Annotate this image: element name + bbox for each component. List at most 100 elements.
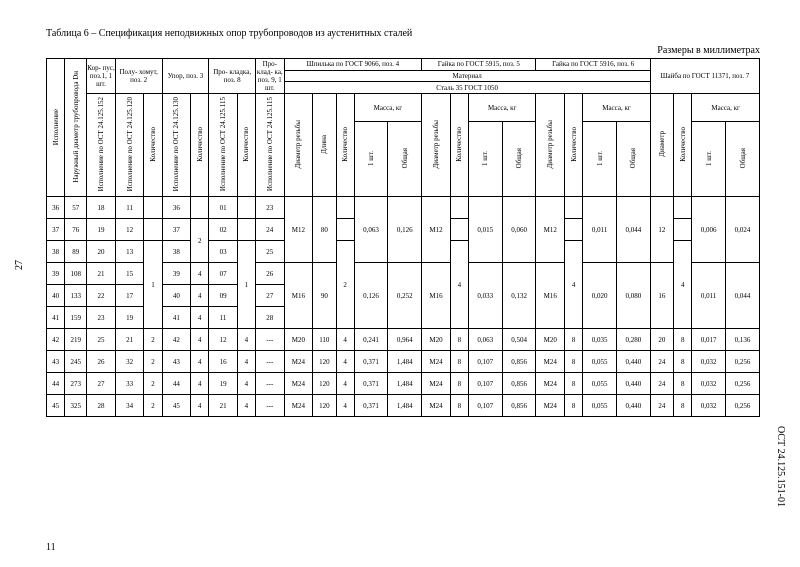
cell: 0,132 — [502, 263, 536, 329]
cell: 0,055 — [583, 373, 617, 395]
cell: M20 — [422, 329, 451, 351]
cell: M16 — [422, 263, 451, 329]
cell: 4 — [191, 263, 209, 285]
cell: 108 — [65, 263, 87, 285]
cell: 1 — [237, 241, 255, 329]
cell — [336, 197, 354, 219]
cell: 0,440 — [616, 395, 650, 417]
hdr-mobb: Общая — [515, 146, 523, 170]
cell: 25 — [87, 329, 116, 351]
cell: 19 — [115, 307, 144, 329]
cell: 38 — [162, 241, 191, 263]
cell: 45 — [162, 395, 191, 417]
cell: 0,055 — [583, 351, 617, 373]
hdr-ost115a: Исполнение по ОСТ 24.125.115 — [219, 95, 227, 193]
hdr-kol4: Количество — [341, 125, 349, 164]
cell: M24 — [422, 395, 451, 417]
cell: 0,256 — [726, 395, 760, 417]
cell: 22 — [87, 285, 116, 307]
cell: 28 — [256, 307, 285, 329]
hdr-dn: Наружный диаметр трубопровода Dн — [72, 69, 80, 185]
cell: M24 — [284, 395, 313, 417]
cell: 24 — [650, 395, 673, 417]
cell: 8 — [450, 395, 468, 417]
cell: 0,280 — [616, 329, 650, 351]
cell: 17 — [115, 285, 144, 307]
cell: 0,032 — [692, 373, 726, 395]
hdr-massa1: Масса, кг — [354, 94, 422, 122]
hdr-kol7: Количество — [679, 125, 687, 164]
cell: 0,107 — [468, 373, 502, 395]
cell: 34 — [115, 395, 144, 417]
hdr-ost120: Исполнение по ОСТ 24.125.120 — [126, 95, 134, 193]
cell: 40 — [47, 285, 65, 307]
cell: 0,241 — [354, 329, 388, 351]
cell: 15 — [115, 263, 144, 285]
cell: 0,440 — [616, 351, 650, 373]
cell: --- — [256, 373, 285, 395]
cell: 09 — [209, 285, 238, 307]
cell: 23 — [256, 197, 285, 219]
cell: 0,080 — [616, 263, 650, 329]
hdr-m1d: 1 шт. — [705, 149, 713, 168]
hdr-ost115b: Исполнение по ОСТ 24.125.115 — [266, 95, 274, 193]
cell — [450, 219, 468, 241]
cell — [674, 197, 692, 219]
cell: 01 — [209, 197, 238, 219]
cell: 18 — [87, 197, 116, 219]
cell: 42 — [162, 329, 191, 351]
cell: 0,006 — [692, 197, 726, 263]
cell: 0,856 — [502, 373, 536, 395]
cell: 16 — [650, 263, 673, 329]
cell: 44 — [47, 373, 65, 395]
cell: 0,063 — [468, 329, 502, 351]
hdr-kol2: Количество — [196, 125, 204, 164]
cell: 0,856 — [502, 351, 536, 373]
cell: 8 — [565, 351, 583, 373]
cell — [565, 219, 583, 241]
cell: M24 — [422, 373, 451, 395]
cell: 33 — [115, 373, 144, 395]
cell: M20 — [284, 329, 313, 351]
cell: 2 — [336, 241, 354, 329]
cell: 0,371 — [354, 351, 388, 373]
hdr-m1b: 1 шт. — [481, 149, 489, 168]
cell: 21 — [87, 263, 116, 285]
hdr-massa3: Масса, кг — [583, 94, 651, 122]
table-row: 4221925212424124---M2011040,2410,964M208… — [47, 329, 760, 351]
cell — [237, 219, 255, 241]
cell: 4 — [191, 373, 209, 395]
cell: 41 — [162, 307, 191, 329]
hdr-prokl9: Про- клад- ка, поз. 9, 1 шт. — [256, 59, 285, 94]
cell — [565, 197, 583, 219]
cell: 4 — [191, 285, 209, 307]
cell: 0,440 — [616, 373, 650, 395]
hdr-ost152: Исполнение по ОСТ 24.125.152 — [97, 95, 105, 193]
cell: 4 — [191, 329, 209, 351]
cell: 4 — [336, 373, 354, 395]
hdr-m1a: 1 шт. — [367, 149, 375, 168]
cell: 4 — [336, 351, 354, 373]
hdr-kol1: Количество — [149, 125, 157, 164]
cell: 0,035 — [583, 329, 617, 351]
cell: 0,126 — [354, 263, 388, 329]
cell: 133 — [65, 285, 87, 307]
cell: --- — [256, 395, 285, 417]
hdr-gaika5916: Гайка по ГОСТ 5916, поз. 6 — [536, 59, 650, 71]
cell: 20 — [650, 329, 673, 351]
cell: 39 — [162, 263, 191, 285]
cell: 32 — [115, 351, 144, 373]
cell: 8 — [674, 351, 692, 373]
hdr-shpilka: Шпилька по ГОСТ 9066, поз. 4 — [284, 59, 422, 71]
cell: 120 — [313, 395, 336, 417]
cell: 26 — [87, 351, 116, 373]
cell: 19 — [87, 219, 116, 241]
cell: 0,060 — [502, 197, 536, 263]
cell: 0,055 — [583, 395, 617, 417]
cell: 0,126 — [388, 197, 422, 263]
cell: 8 — [674, 373, 692, 395]
cell: 110 — [313, 329, 336, 351]
cell: 4 — [674, 241, 692, 329]
cell: 44 — [162, 373, 191, 395]
cell: M16 — [284, 263, 313, 329]
